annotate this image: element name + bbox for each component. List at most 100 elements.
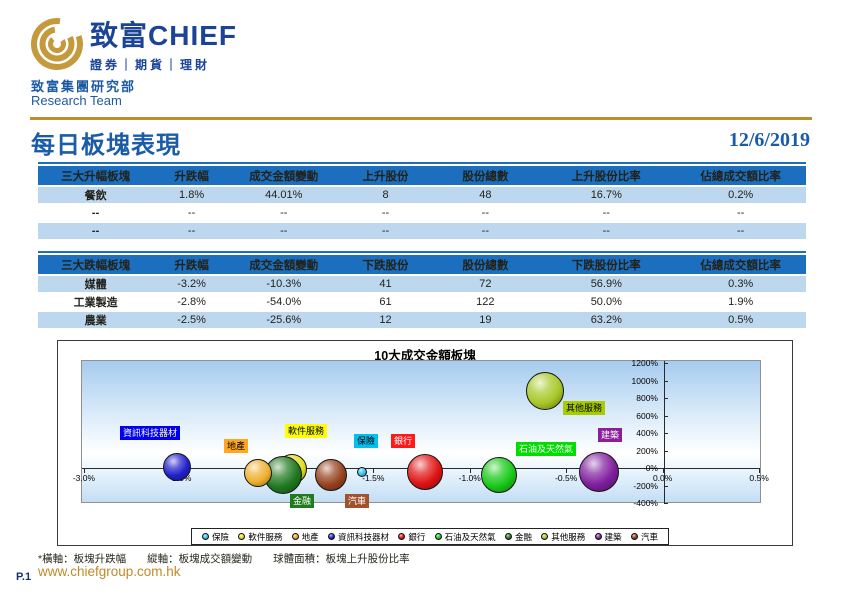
chart-bubble-label: 銀行 bbox=[391, 434, 416, 449]
y-axis-tick bbox=[664, 450, 668, 452]
table-row: 工業製造 -2.8% -54.0% 61 122 50.0% 1.9% bbox=[38, 294, 806, 310]
chart-bubble bbox=[356, 466, 367, 477]
legend-dot-icon bbox=[398, 533, 406, 540]
x-axis-tick-label: -0.5% bbox=[555, 473, 578, 483]
legend-dot-icon bbox=[541, 533, 549, 540]
table-cell: 48 bbox=[479, 189, 492, 201]
table-cell: -- bbox=[381, 225, 390, 237]
chart-bubble-label: 保險 bbox=[354, 434, 379, 449]
y-axis-tick-label: 0% bbox=[645, 463, 658, 473]
table-cell: 農業 bbox=[84, 315, 107, 327]
chart-title: 10大成交金額板塊 bbox=[374, 349, 476, 363]
table-cell: -- bbox=[280, 207, 288, 219]
chart-bubble bbox=[263, 456, 302, 494]
table-cell: 餐飲 bbox=[84, 190, 107, 202]
y-axis-tick bbox=[664, 503, 668, 504]
table-cell: 19 bbox=[479, 314, 492, 326]
x-axis-tick bbox=[469, 469, 471, 473]
legend-dot-icon bbox=[594, 533, 602, 540]
table-header-cell: 下跌股份比率 bbox=[571, 259, 641, 272]
brand-name-cn: 致富 bbox=[90, 20, 149, 51]
chart-bubble-label: 建築 bbox=[598, 428, 623, 443]
chief-logo-icon bbox=[30, 15, 88, 78]
table-header-row: 三大跌幅板塊 升跌幅 成交金額變動 下跌股份 股份總數 下跌股份比率 佔總成交額比率 bbox=[38, 255, 806, 274]
legend-item: 保險 bbox=[202, 531, 229, 543]
table-header-cell: 三大跌幅板塊 bbox=[61, 259, 131, 272]
chart-legend: 保險 軟件服務 地產 資訊科技器材 銀行 石油及天然氣 金融 其他服務 建築 汽車 bbox=[191, 528, 669, 545]
legend-dot-icon bbox=[291, 533, 299, 540]
brand-name-en: CHIEF bbox=[148, 20, 238, 51]
table-cell: 0.2% bbox=[728, 189, 754, 201]
y-axis-tick bbox=[664, 485, 668, 487]
table-cell: -- bbox=[280, 225, 288, 237]
table-cell: -- bbox=[381, 207, 390, 219]
x-axis-tick-label: -3.0% bbox=[72, 473, 96, 483]
y-axis-tick bbox=[664, 363, 668, 364]
table-header-cell: 上升股份 bbox=[362, 170, 409, 183]
table-cell: -- bbox=[737, 225, 745, 237]
table-cell: -10.3% bbox=[266, 278, 302, 290]
chart-bubble-label: 地產 bbox=[224, 439, 249, 454]
table-cell: 16.7% bbox=[590, 189, 622, 201]
table-header-cell: 成交金額變動 bbox=[249, 170, 319, 183]
table-cell: -- bbox=[481, 207, 489, 219]
legend-label: 軟件服務 bbox=[248, 531, 283, 542]
y-axis-tick-label: 600% bbox=[636, 410, 658, 421]
y-axis-tick-label: 800% bbox=[636, 393, 658, 403]
table-cell: 41 bbox=[379, 278, 392, 290]
table-cell: -2.5% bbox=[177, 314, 206, 326]
y-axis-tick-label: -200% bbox=[633, 480, 658, 491]
x-axis-tick bbox=[759, 469, 761, 473]
y-axis-tick-label: 200% bbox=[636, 445, 658, 456]
y-axis-line bbox=[664, 361, 665, 504]
table-cell: 61 bbox=[379, 296, 392, 308]
table-cell: 56.9% bbox=[590, 278, 622, 290]
table-cell: -25.6% bbox=[266, 314, 302, 326]
legend-item: 金融 bbox=[504, 531, 532, 543]
page-number: P.1 bbox=[16, 571, 32, 583]
legend-label: 金融 bbox=[514, 531, 532, 542]
chart-bubble bbox=[162, 453, 191, 482]
report-date: 12/6/2019 bbox=[728, 129, 810, 151]
table-cell: -54.0% bbox=[266, 296, 302, 308]
brand-block: 致富CHIEF 證券｜期貨｜理財 bbox=[90, 22, 237, 73]
x-axis-tick bbox=[566, 469, 568, 473]
table-cell: 12 bbox=[379, 314, 392, 326]
gold-divider bbox=[30, 117, 812, 120]
y-axis-tick-label: 400% bbox=[636, 428, 658, 438]
legend-label: 保險 bbox=[212, 531, 230, 542]
turnover-bubble-chart: 10大成交金額板塊 -3.0%-2.5%-2.0%-1.5%-1.0%-0.5%… bbox=[57, 340, 793, 546]
table-header-cell: 上升股份比率 bbox=[571, 170, 641, 183]
table-cell: -- bbox=[187, 225, 196, 237]
y-axis-tick bbox=[664, 380, 668, 382]
x-axis-tick bbox=[662, 469, 664, 473]
y-axis-tick-label: -400% bbox=[633, 498, 658, 508]
table-cell: 0.5% bbox=[728, 314, 754, 326]
x-axis-tick-label: -1.0% bbox=[458, 473, 481, 483]
table-header-cell: 三大升幅板塊 bbox=[61, 170, 131, 183]
table-row: -- -- -- -- -- -- -- bbox=[38, 205, 806, 221]
table-row: -- -- -- -- -- -- -- bbox=[38, 223, 806, 239]
table-header-row: 三大升幅板塊 升跌幅 成交金額變動 上升股份 股份總數 上升股份比率 佔總成交額比率 bbox=[38, 166, 806, 185]
legend-dot-icon bbox=[630, 533, 638, 540]
table-cell: 1.8% bbox=[179, 189, 205, 201]
table-cell: -- bbox=[737, 207, 745, 219]
table-header-cell: 股份總數 bbox=[462, 170, 509, 183]
website-link[interactable]: www.chiefgroup.com.hk bbox=[38, 564, 181, 579]
top-gainers-table: 三大升幅板塊 升跌幅 成交金額變動 上升股份 股份總數 上升股份比率 佔總成交額比率餐飲 1.… bbox=[38, 162, 806, 241]
legend-item: 地產 bbox=[291, 531, 319, 543]
table-cell: 0.3% bbox=[728, 278, 754, 290]
chart-bubble bbox=[525, 372, 564, 410]
legend-item: 石油及天然氣 bbox=[434, 531, 496, 543]
table-header-cell: 升跌幅 bbox=[174, 170, 209, 183]
x-axis-tick-label: -1.5% bbox=[362, 473, 385, 483]
table-row: 媒體 -3.2% -10.3% 41 72 56.9% 0.3% bbox=[38, 276, 806, 292]
x-axis-tick bbox=[83, 469, 85, 473]
legend-dot-icon bbox=[202, 533, 209, 540]
table-header-cell: 佔總成交額比率 bbox=[700, 170, 781, 183]
department-name-cn: 致富集團研究部 bbox=[31, 79, 137, 94]
table-cell: -- bbox=[602, 207, 610, 219]
table-cell: -2.8% bbox=[177, 296, 206, 308]
chart-bubble bbox=[314, 459, 347, 491]
